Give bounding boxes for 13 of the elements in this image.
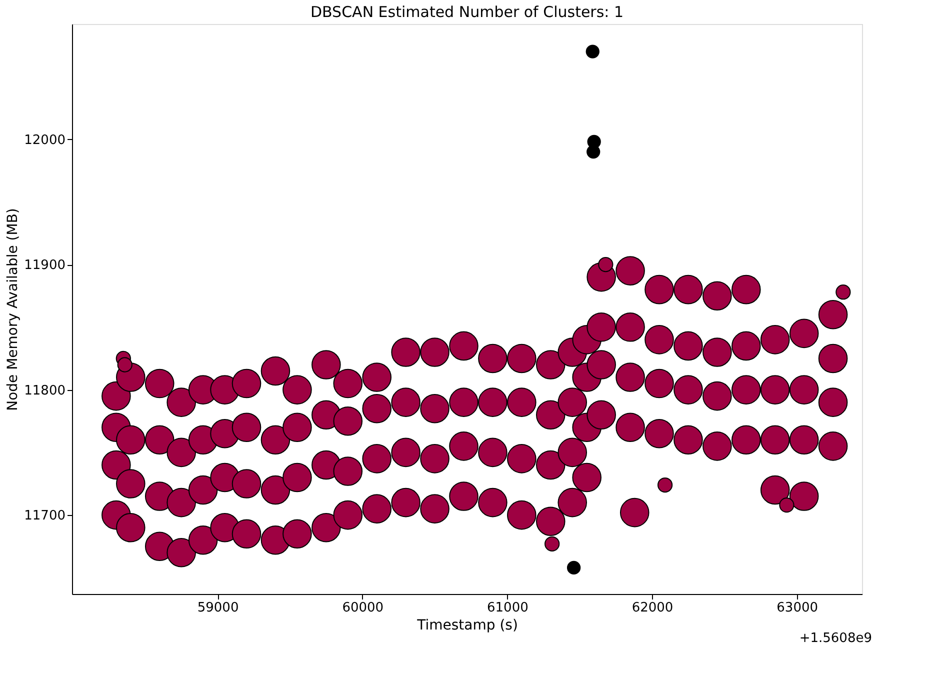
- x-tick-label: 63000: [776, 600, 818, 616]
- x-tick-label: 60000: [342, 600, 384, 616]
- y-tick-label: 11800: [24, 383, 66, 398]
- x-axis-title: Timestamp (s): [416, 618, 518, 634]
- text: +1.5608e9: [799, 631, 872, 646]
- x-tick-label: 59000: [197, 600, 239, 616]
- x-tick-label: 61000: [487, 600, 528, 616]
- x-tick-label: 62000: [632, 600, 674, 616]
- y-tick-label: 12000: [24, 132, 66, 148]
- y-axis-title: Node Memory Available (MB): [5, 208, 22, 411]
- chart-title: DBSCAN Estimated Number of Clusters: 1: [310, 3, 624, 21]
- y-tick-label: 11900: [24, 258, 66, 274]
- y-tick-label: 11700: [24, 508, 66, 524]
